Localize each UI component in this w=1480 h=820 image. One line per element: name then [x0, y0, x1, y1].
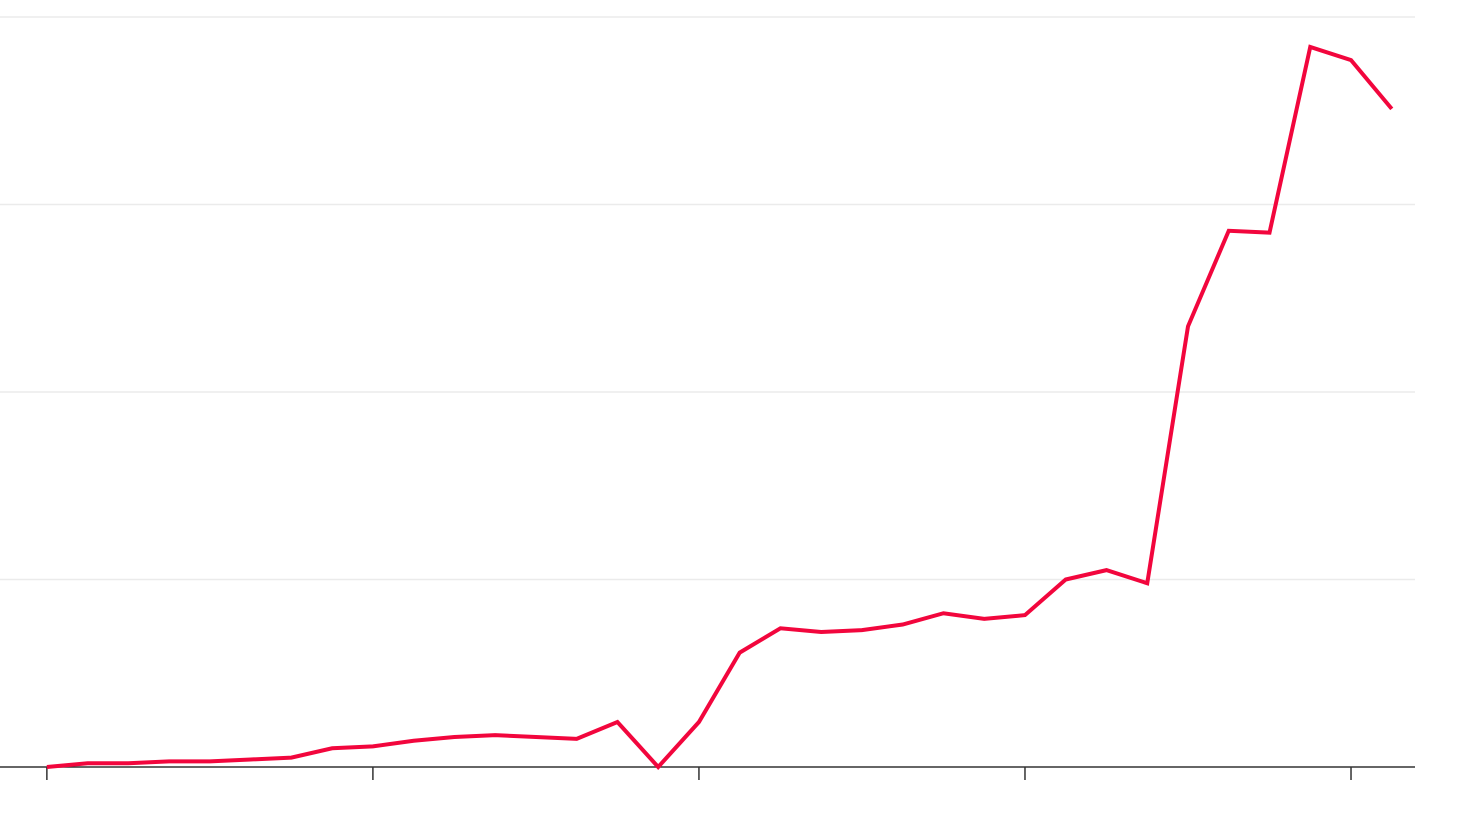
line-series	[46, 44, 1394, 770]
